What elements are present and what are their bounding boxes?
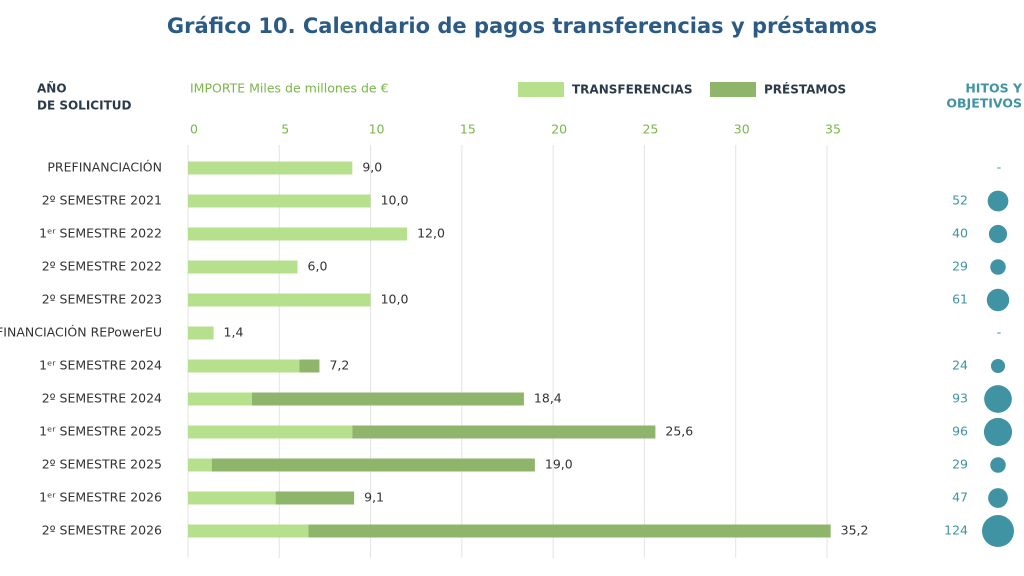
milestone-label: - bbox=[997, 325, 1002, 340]
y-tick-label: 2º SEMESTRE 2021 bbox=[42, 193, 162, 208]
data-label: 1,4 bbox=[224, 325, 244, 340]
milestone-bubble bbox=[990, 457, 1006, 473]
legend-swatch bbox=[710, 82, 756, 97]
data-label: 19,0 bbox=[545, 457, 573, 472]
milestone-label: 93 bbox=[952, 391, 968, 406]
y-tick-label: 1ᵉʳ SEMESTRE 2024 bbox=[39, 358, 162, 373]
legend-swatch bbox=[518, 82, 564, 97]
x-tick-label: 35 bbox=[825, 122, 841, 137]
data-label: 9,0 bbox=[362, 160, 382, 175]
milestones-title: HITOS Y bbox=[965, 81, 1023, 96]
bar-segment bbox=[188, 359, 300, 373]
data-label: 18,4 bbox=[534, 391, 562, 406]
milestone-bubble bbox=[982, 515, 1014, 547]
data-label: 35,2 bbox=[841, 523, 869, 538]
bar-segment bbox=[188, 260, 298, 274]
bar-segment bbox=[188, 524, 309, 538]
x-tick-label: 25 bbox=[642, 122, 658, 137]
y-tick-label: PREFINANCIACIÓN REPowerEU bbox=[0, 325, 162, 340]
x-tick-label: 30 bbox=[734, 122, 750, 137]
y-tick-label: 1ᵉʳ SEMESTRE 2025 bbox=[39, 424, 162, 439]
milestone-bubble bbox=[984, 385, 1012, 413]
legend-label: TRANSFERENCIAS bbox=[572, 83, 692, 97]
x-tick-label: 10 bbox=[369, 122, 385, 137]
bar-segment bbox=[299, 359, 320, 373]
milestone-label: 29 bbox=[952, 457, 968, 472]
y-tick-label: PREFINANCIACIÓN bbox=[47, 160, 162, 175]
milestone-label: 29 bbox=[952, 259, 968, 274]
data-label: 7,2 bbox=[329, 358, 349, 373]
milestone-bubble bbox=[988, 224, 1008, 244]
x-tick-label: 5 bbox=[281, 122, 289, 137]
y-tick-label: 2º SEMESTRE 2023 bbox=[42, 292, 162, 307]
milestone-bubble bbox=[990, 358, 1006, 374]
y-tick-label: 2º SEMESTRE 2022 bbox=[42, 259, 162, 274]
milestone-label: 47 bbox=[952, 490, 968, 505]
bar-segment bbox=[251, 392, 524, 406]
bar-segment bbox=[275, 491, 355, 505]
x-tick-label: 0 bbox=[190, 122, 198, 137]
milestone-label: 96 bbox=[952, 424, 968, 439]
milestone-bubble bbox=[988, 488, 1008, 508]
legend-label: PRÉSTAMOS bbox=[764, 82, 846, 97]
bar-segment bbox=[188, 392, 252, 406]
y-tick-label: 2º SEMESTRE 2025 bbox=[42, 457, 162, 472]
milestones-title: OBJETIVOS bbox=[946, 96, 1022, 111]
data-label: 10,0 bbox=[381, 292, 409, 307]
y-tick-label: 1ᵉʳ SEMESTRE 2026 bbox=[39, 490, 162, 505]
data-label: 25,6 bbox=[665, 424, 693, 439]
bar-segment bbox=[188, 326, 214, 340]
data-label: 9,1 bbox=[364, 490, 384, 505]
bar-segment bbox=[188, 458, 212, 472]
data-label: 12,0 bbox=[417, 226, 445, 241]
data-label: 6,0 bbox=[308, 259, 328, 274]
bar-segment bbox=[188, 227, 408, 241]
y-tick-label: 2º SEMESTRE 2026 bbox=[42, 523, 162, 538]
milestone-bubble bbox=[986, 288, 1010, 312]
bar-segment bbox=[188, 425, 353, 439]
bar-segment bbox=[188, 161, 353, 175]
data-label: 10,0 bbox=[381, 193, 409, 208]
milestone-label: 24 bbox=[952, 358, 968, 373]
y-tick-label: 2º SEMESTRE 2024 bbox=[42, 391, 162, 406]
bar-segment bbox=[188, 194, 371, 208]
milestone-label: 61 bbox=[952, 292, 968, 307]
milestone-label: 124 bbox=[944, 523, 968, 538]
milestone-label: - bbox=[997, 160, 1002, 175]
x-tick-label: 20 bbox=[551, 122, 567, 137]
milestone-bubble bbox=[990, 259, 1006, 275]
milestone-label: 52 bbox=[952, 193, 968, 208]
y-axis-title: AÑO bbox=[37, 81, 67, 96]
milestone-bubble bbox=[983, 417, 1013, 447]
chart-title: Gráfico 10. Calendario de pagos transfer… bbox=[167, 14, 877, 38]
bar-segment bbox=[188, 293, 371, 307]
y-tick-label: 1ᵉʳ SEMESTRE 2022 bbox=[39, 226, 162, 241]
x-tick-label: 15 bbox=[460, 122, 476, 137]
bar-segment bbox=[308, 524, 831, 538]
y-axis-title: DE SOLICITUD bbox=[37, 99, 131, 113]
bar-segment bbox=[352, 425, 656, 439]
milestone-bubble bbox=[987, 190, 1009, 212]
x-axis-title: IMPORTE Miles de millones de € bbox=[190, 81, 389, 96]
bar-segment bbox=[211, 458, 535, 472]
bar-segment bbox=[188, 491, 276, 505]
milestone-label: 40 bbox=[952, 226, 968, 241]
